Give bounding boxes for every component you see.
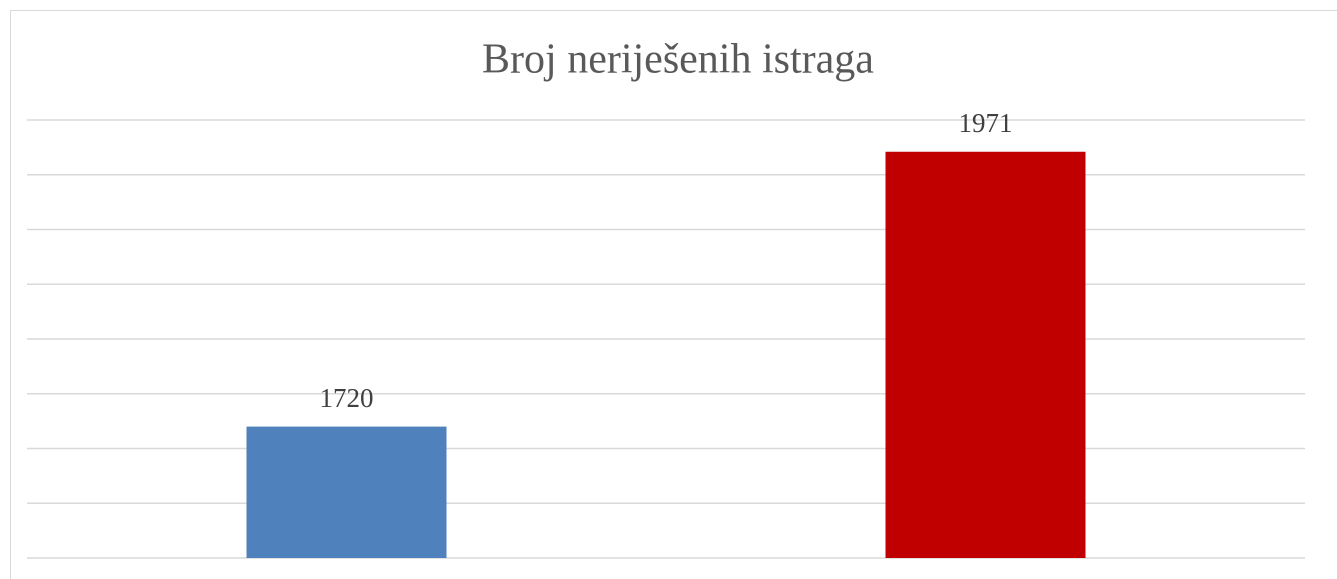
chart-title: Broj neriješenih istraga [482, 37, 874, 83]
chart-border [10, 10, 1337, 579]
data-label: 1720 [320, 383, 374, 413]
bar [246, 426, 447, 558]
bar [885, 151, 1086, 558]
data-label: 1971 [959, 108, 1013, 138]
